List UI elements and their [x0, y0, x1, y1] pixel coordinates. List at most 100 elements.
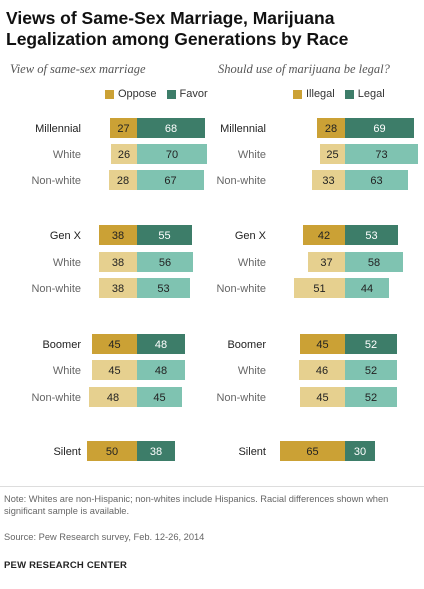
bar-favor	[137, 144, 207, 164]
bar-oppose	[89, 387, 137, 407]
bar-legal	[345, 225, 398, 245]
category-label: White	[238, 149, 266, 161]
category-label: White	[53, 257, 81, 269]
bar-favor	[137, 170, 204, 190]
legend-label-illegal: Illegal	[306, 88, 335, 100]
data-label-illegal: 37	[320, 257, 332, 269]
bar-legal	[345, 278, 389, 298]
data-label-illegal: 51	[313, 283, 325, 295]
data-label-illegal: 65	[306, 446, 318, 458]
right-legend: Illegal Legal	[293, 88, 395, 100]
bar-oppose	[110, 118, 137, 138]
legend-item-legal: Legal	[344, 88, 385, 100]
category-label: Non-white	[31, 175, 81, 187]
category-label: Millennial	[220, 123, 266, 135]
bar-illegal	[294, 278, 345, 298]
category-label: Millennial	[35, 123, 81, 135]
data-label-favor: 55	[158, 230, 170, 242]
data-label-oppose: 38	[112, 230, 124, 242]
data-label-oppose: 50	[106, 446, 118, 458]
data-label-legal: 52	[365, 365, 377, 377]
data-label-favor: 56	[159, 257, 171, 269]
data-label-legal: 30	[354, 446, 366, 458]
legend-label-favor: Favor	[179, 88, 208, 100]
bar-oppose	[87, 441, 137, 461]
bar-illegal	[280, 441, 345, 461]
bar-illegal	[320, 144, 345, 164]
bar-legal	[345, 170, 408, 190]
data-label-oppose: 38	[112, 283, 124, 295]
legend-label-oppose: Oppose	[118, 88, 157, 100]
bar-favor	[137, 334, 185, 354]
bar-legal	[345, 387, 397, 407]
legend-label-legal: Legal	[357, 88, 385, 100]
chart-title: Views of Same-Sex Marriage, Marijuana Le…	[6, 8, 349, 49]
bar-favor	[137, 118, 205, 138]
legend-swatch-oppose	[105, 89, 114, 99]
bar-oppose	[92, 360, 137, 380]
category-label: Boomer	[227, 339, 266, 351]
data-label-legal: 52	[365, 392, 377, 404]
data-label-favor: 45	[153, 392, 165, 404]
bar-legal	[345, 441, 375, 461]
source-text: Source: Pew Research survey, Feb. 12-26,…	[4, 532, 205, 542]
data-label-legal: 53	[365, 230, 377, 242]
bar-favor	[137, 387, 182, 407]
bar-illegal	[317, 118, 345, 138]
data-label-illegal: 28	[325, 123, 337, 135]
bar-favor	[137, 278, 190, 298]
bar-illegal	[303, 225, 345, 245]
category-label: White	[238, 365, 266, 377]
bar-oppose	[99, 278, 137, 298]
legend-swatch-illegal	[293, 89, 302, 99]
category-label: White	[238, 257, 266, 269]
bar-favor	[137, 360, 185, 380]
data-label-favor: 53	[157, 283, 169, 295]
data-label-favor: 38	[150, 446, 162, 458]
bar-legal	[345, 334, 397, 354]
category-label: Non-white	[216, 392, 266, 404]
bar-illegal	[300, 387, 345, 407]
legend-item-illegal: Illegal	[293, 88, 335, 100]
category-label: Silent	[238, 446, 266, 458]
left-legend: Oppose Favor	[105, 88, 218, 100]
category-label: Boomer	[42, 339, 81, 351]
data-label-oppose: 45	[108, 365, 120, 377]
data-label-favor: 48	[155, 339, 167, 351]
bar-chart: Millennial 27 68 White 26 70 Non-white 28 67 Gen …	[31, 118, 418, 461]
legend-item-favor: Favor	[166, 88, 208, 100]
legend-swatch-favor	[166, 89, 176, 99]
legend-swatch-legal	[344, 89, 354, 99]
data-label-favor: 68	[165, 123, 177, 135]
category-label: Non-white	[31, 283, 81, 295]
data-label-oppose: 45	[108, 339, 120, 351]
category-label: White	[53, 365, 81, 377]
bar-favor	[137, 441, 175, 461]
bar-legal	[345, 144, 418, 164]
bar-legal	[345, 252, 403, 272]
data-label-illegal: 45	[316, 339, 328, 351]
bar-illegal	[312, 170, 345, 190]
category-label: Silent	[53, 446, 81, 458]
data-label-illegal: 46	[316, 365, 328, 377]
bar-oppose	[92, 334, 137, 354]
right-panel-subtitle: Should use of marijuana be legal?	[218, 62, 390, 76]
bar-oppose	[109, 170, 137, 190]
legend-item-oppose: Oppose	[105, 88, 157, 100]
category-label: White	[53, 149, 81, 161]
data-label-oppose: 26	[118, 149, 130, 161]
left-panel-subtitle: View of same-sex marriage	[10, 62, 146, 76]
category-label: Non-white	[216, 283, 266, 295]
category-label: Gen X	[50, 230, 82, 242]
data-label-favor: 48	[155, 365, 167, 377]
bar-legal	[345, 360, 397, 380]
data-label-oppose: 28	[117, 175, 129, 187]
data-label-illegal: 25	[326, 149, 338, 161]
data-label-legal: 73	[375, 149, 387, 161]
data-label-oppose: 48	[107, 392, 119, 404]
bar-favor	[137, 252, 193, 272]
data-label-legal: 69	[373, 123, 385, 135]
data-label-legal: 52	[365, 339, 377, 351]
category-label: Non-white	[31, 392, 81, 404]
bar-oppose	[111, 144, 137, 164]
